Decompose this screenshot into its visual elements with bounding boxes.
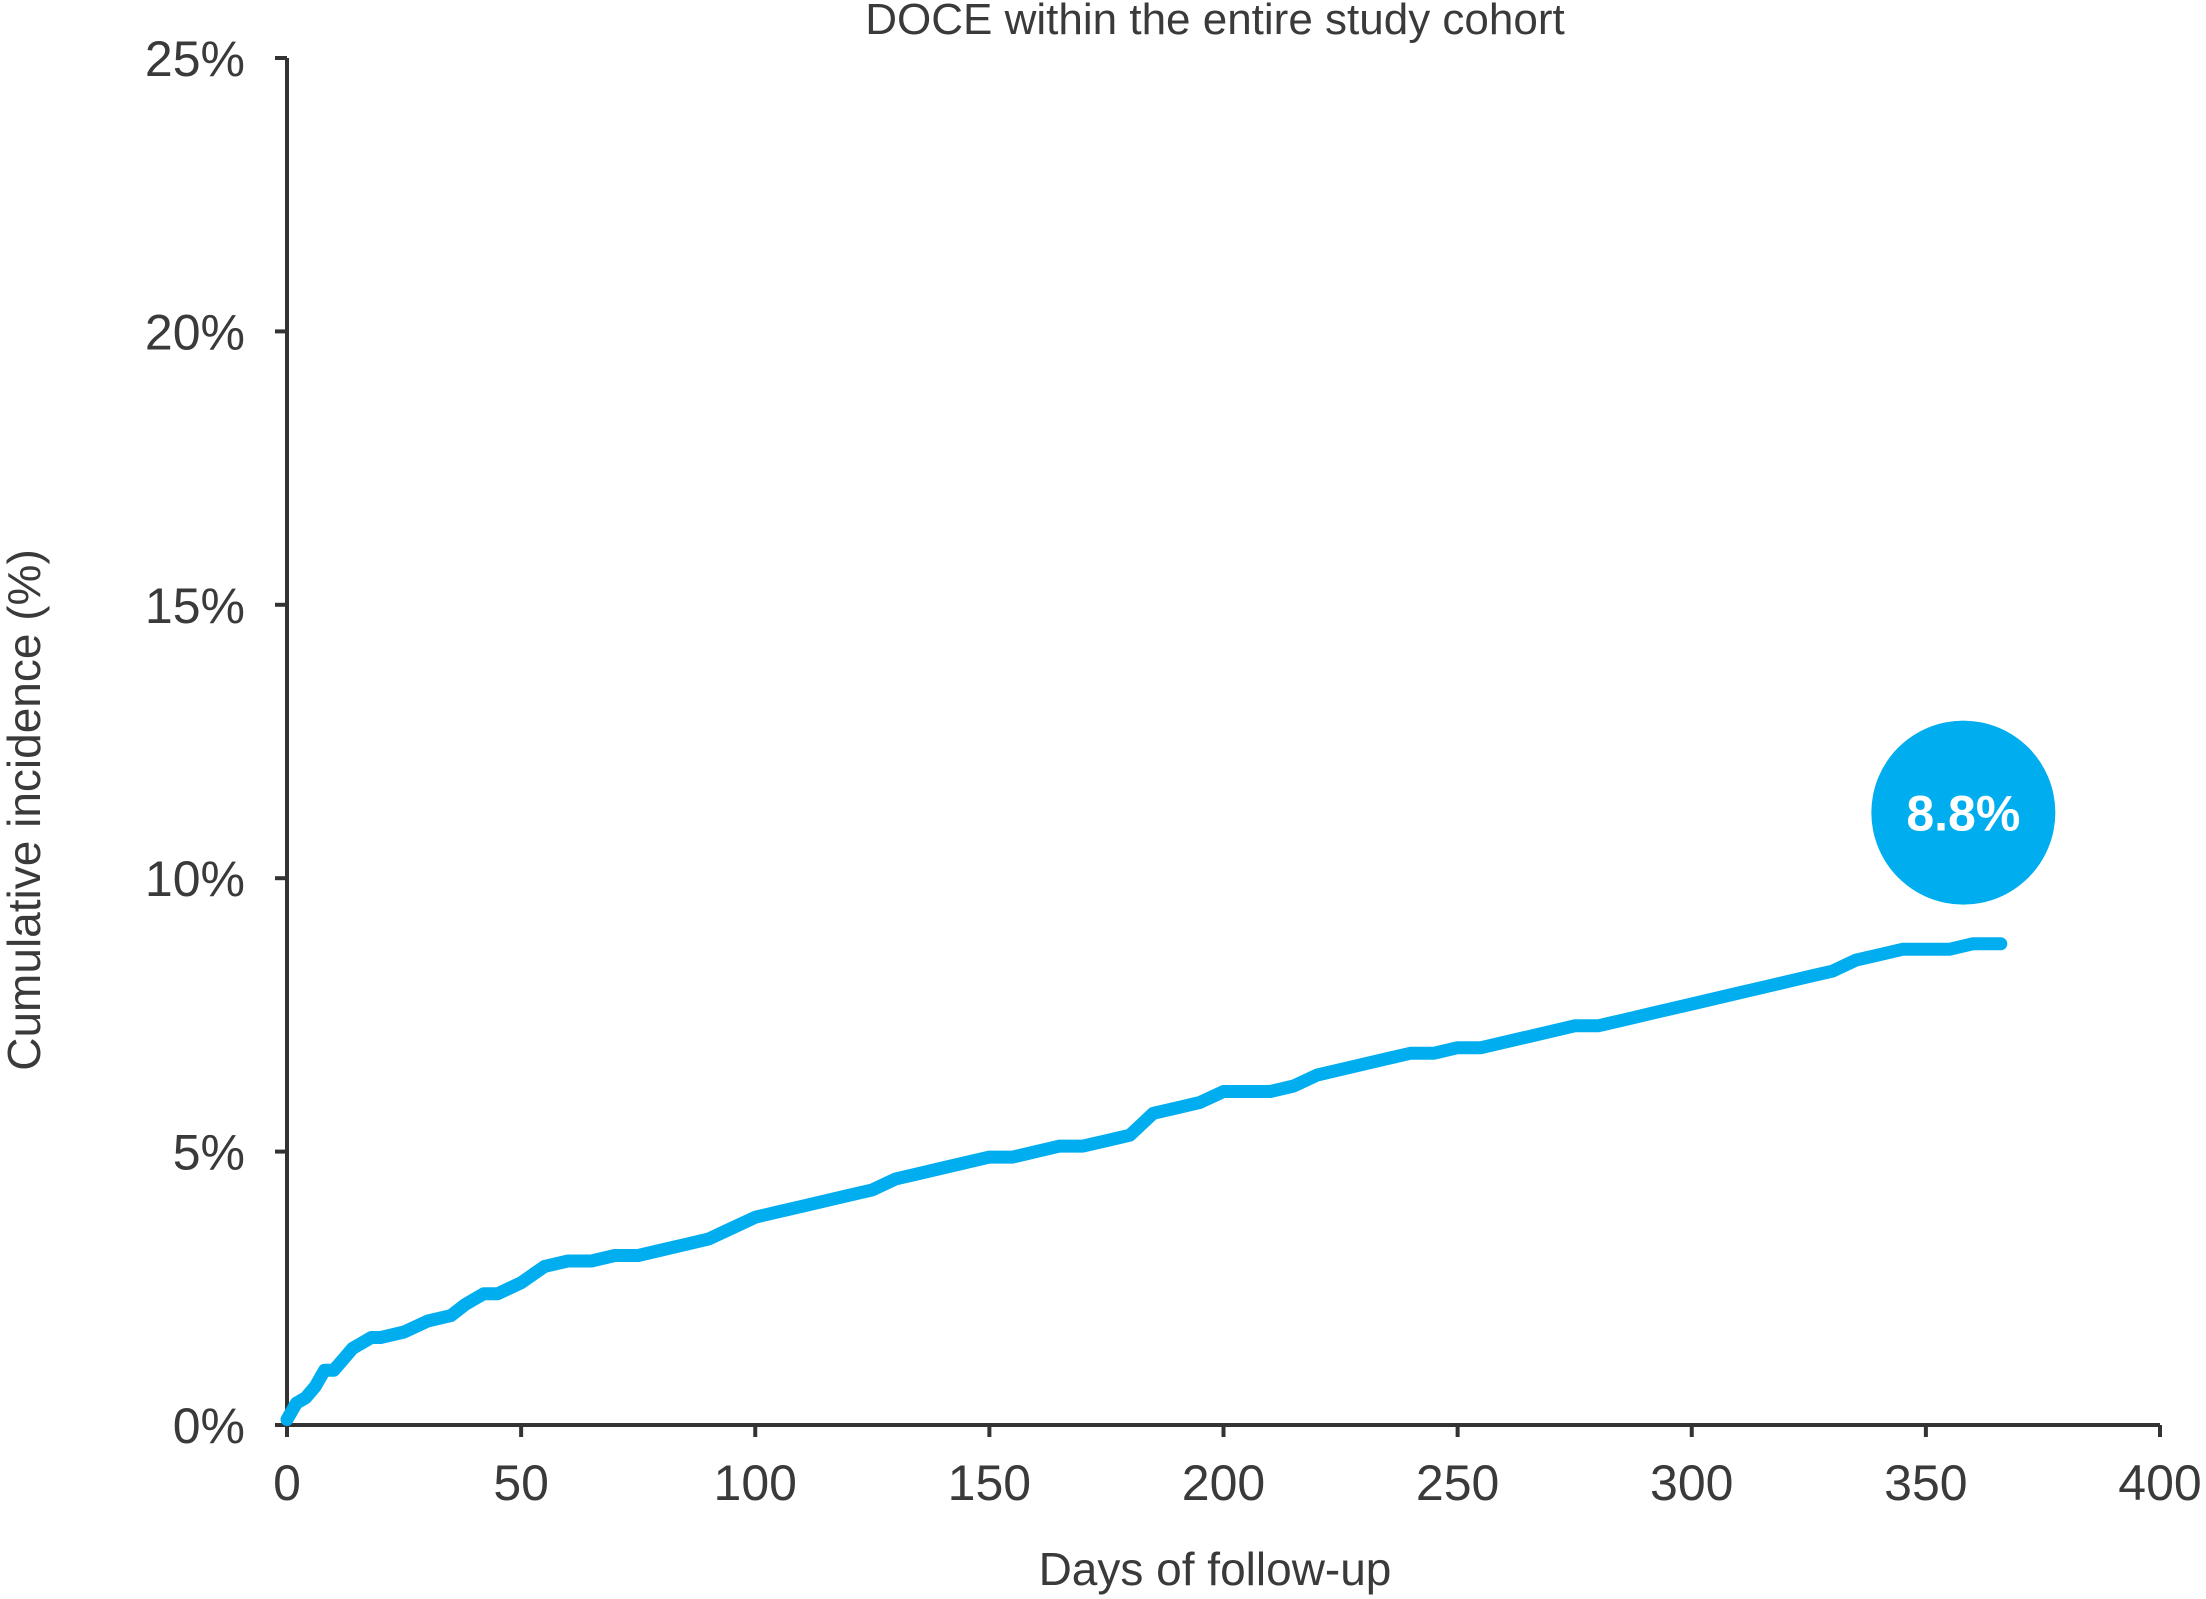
y-tick-label: 25% — [145, 31, 245, 87]
x-tick-label: 350 — [1884, 1455, 1967, 1511]
end-value-circle — [1871, 720, 2056, 905]
x-tick-label: 400 — [2118, 1455, 2201, 1511]
y-tick-label: 10% — [145, 851, 245, 907]
y-tick-label: 5% — [173, 1125, 245, 1181]
chart-title: DOCE within the entire study cohort — [865, 0, 1564, 44]
x-tick-label: 0 — [273, 1455, 301, 1511]
x-tick-label: 150 — [948, 1455, 1031, 1511]
x-tick-label: 50 — [493, 1455, 549, 1511]
x-axis: 0 50 100 150 200 250 300 350 400 — [273, 1423, 2202, 1511]
y-tick-label: 20% — [145, 304, 245, 360]
end-value-label: 8.8% — [1906, 786, 2020, 842]
x-tick-label: 250 — [1416, 1455, 1499, 1511]
y-tick-label: 0% — [173, 1398, 245, 1454]
x-axis-title: Days of follow-up — [1039, 1543, 1392, 1595]
x-tick-label: 100 — [714, 1455, 797, 1511]
y-axis: 0% 5% 10% 15% 20% 25% — [145, 31, 289, 1454]
y-tick-label: 15% — [145, 578, 245, 634]
series-line-cumulative-incidence — [280, 937, 2008, 1426]
x-tick-label: 300 — [1650, 1455, 1733, 1511]
end-value-badge: 8.8% — [1871, 720, 2056, 905]
x-tick-label: 200 — [1182, 1455, 1265, 1511]
y-axis-title: Cumulative incidence (%) — [0, 549, 50, 1071]
